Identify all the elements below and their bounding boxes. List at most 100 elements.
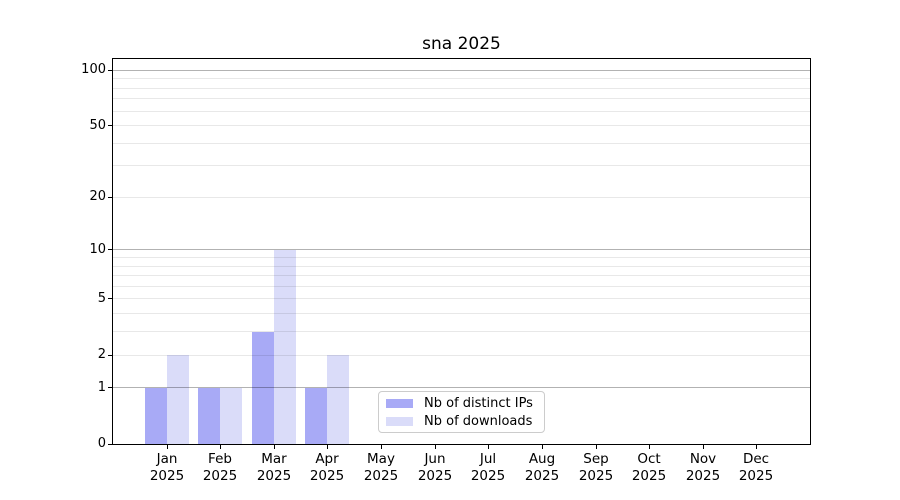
y-tick-mark-0	[108, 444, 112, 445]
gridline-minor-4	[113, 313, 810, 315]
x-tick-label-jul: Jul 2025	[460, 451, 516, 485]
x-tick-label-dec: Dec 2025	[728, 451, 784, 485]
bar-distinct-ips-mar	[251, 331, 274, 444]
gridline-minor-2	[113, 354, 810, 356]
gridline-minor-20	[113, 196, 810, 198]
x-tick-year: 2025	[524, 468, 560, 484]
plot-area	[112, 58, 811, 445]
x-tick-month: Jun	[424, 451, 446, 467]
x-tick-year: 2025	[256, 468, 292, 484]
x-tick-mark-dec	[756, 445, 757, 449]
x-tick-year: 2025	[738, 468, 774, 484]
x-tick-mark-may	[381, 445, 382, 449]
x-tick-month: Apr	[315, 451, 339, 467]
x-tick-month: May	[367, 451, 395, 467]
x-tick-year: 2025	[363, 468, 399, 484]
bar-distinct-ips-apr	[305, 387, 328, 444]
x-tick-year: 2025	[578, 468, 614, 484]
x-tick-year: 2025	[685, 468, 721, 484]
gridline-minor-7	[113, 275, 810, 277]
x-tick-label-may: May 2025	[353, 451, 409, 485]
x-tick-label-sep: Sep 2025	[568, 451, 624, 485]
y-tick-label-2: 2	[97, 347, 106, 363]
y-tick-label-50: 50	[89, 117, 106, 133]
gridline-minor-6	[113, 285, 810, 287]
legend-label-downloads: Nb of downloads	[424, 413, 533, 429]
x-tick-year: 2025	[309, 468, 345, 484]
x-tick-mark-jan	[167, 445, 168, 449]
x-tick-label-apr: Apr 2025	[299, 451, 355, 485]
gridline-minor-60	[113, 110, 810, 112]
gridline-minor-70	[113, 98, 810, 100]
y-tick-mark-100	[108, 70, 112, 71]
x-tick-label-jan: Jan 2025	[139, 451, 195, 485]
y-tick-mark-10	[108, 249, 112, 250]
y-tick-mark-50	[108, 125, 112, 126]
y-tick-mark-1	[108, 387, 112, 388]
gridline-major-100	[113, 69, 810, 71]
y-tick-label-5: 5	[97, 290, 106, 306]
x-tick-label-nov: Nov 2025	[675, 451, 731, 485]
x-tick-month: Sep	[583, 451, 609, 467]
x-tick-mark-feb	[220, 445, 221, 449]
x-tick-month: Feb	[208, 451, 232, 467]
y-tick-mark-2	[108, 355, 112, 356]
x-tick-month: Mar	[261, 451, 287, 467]
gridline-minor-8	[113, 265, 810, 267]
bar-downloads-jan	[166, 355, 189, 444]
gridline-minor-40	[113, 142, 810, 144]
x-tick-mark-apr	[327, 445, 328, 449]
y-tick-label-10: 10	[89, 241, 106, 257]
x-tick-label-feb: Feb 2025	[192, 451, 248, 485]
legend-item-distinct-ips: Nb of distinct IPs	[386, 394, 544, 412]
gridline-minor-50	[113, 125, 810, 127]
x-tick-year: 2025	[202, 468, 238, 484]
y-tick-label-0: 0	[97, 436, 106, 451]
y-tick-mark-5	[108, 298, 112, 299]
gridline-major-10	[113, 249, 810, 251]
x-tick-month: Nov	[689, 451, 717, 467]
legend-swatch-distinct-ips	[386, 398, 413, 408]
gridline-minor-30	[113, 165, 810, 167]
gridline-minor-3	[113, 331, 810, 333]
x-tick-mark-sep	[596, 445, 597, 449]
chart-title: sna 2025	[422, 34, 501, 54]
legend: Nb of distinct IPs Nb of downloads	[378, 391, 545, 433]
x-tick-month: Aug	[528, 451, 556, 467]
x-tick-month: Oct	[637, 451, 661, 467]
x-tick-month: Jul	[479, 451, 497, 467]
gridline-minor-80	[113, 87, 810, 89]
x-tick-year: 2025	[149, 468, 185, 484]
x-tick-month: Dec	[742, 451, 770, 467]
bar-distinct-ips-feb	[198, 387, 221, 444]
bar-downloads-apr	[327, 355, 350, 444]
x-tick-label-mar: Mar 2025	[246, 451, 302, 485]
y-tick-label-100: 100	[81, 62, 106, 78]
gridline-minor-90	[113, 78, 810, 80]
gridline-minor-5	[113, 298, 810, 300]
x-tick-label-jun: Jun 2025	[407, 451, 463, 485]
x-tick-year: 2025	[417, 468, 453, 484]
y-tick-label-1: 1	[97, 379, 106, 395]
x-tick-mark-aug	[542, 445, 543, 449]
bar-downloads-feb	[220, 387, 243, 444]
legend-label-distinct-ips: Nb of distinct IPs	[424, 395, 533, 411]
x-tick-mark-nov	[703, 445, 704, 449]
x-tick-label-oct: Oct 2025	[621, 451, 677, 485]
y-tick-label-20: 20	[89, 189, 106, 205]
x-tick-mark-oct	[649, 445, 650, 449]
x-tick-mark-jul	[488, 445, 489, 449]
y-tick-mark-20	[108, 197, 112, 198]
x-tick-label-aug: Aug 2025	[514, 451, 570, 485]
x-tick-mark-jun	[435, 445, 436, 449]
legend-item-downloads: Nb of downloads	[386, 412, 544, 430]
legend-swatch-downloads	[386, 416, 413, 426]
x-tick-year: 2025	[470, 468, 506, 484]
bar-downloads-mar	[273, 249, 296, 444]
gridline-minor-9	[113, 257, 810, 258]
bar-distinct-ips-jan	[144, 387, 167, 444]
x-tick-month: Jan	[156, 451, 178, 467]
x-tick-mark-mar	[274, 445, 275, 449]
x-tick-year: 2025	[631, 468, 667, 484]
